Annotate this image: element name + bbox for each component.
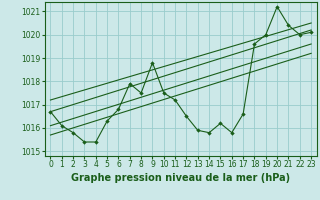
- Point: [71, 131, 76, 134]
- Point: [48, 110, 53, 113]
- Point: [275, 5, 280, 8]
- Point: [161, 91, 166, 95]
- Point: [127, 82, 132, 85]
- Point: [252, 42, 257, 46]
- Point: [172, 98, 178, 102]
- Point: [229, 131, 234, 134]
- Point: [218, 122, 223, 125]
- Point: [139, 91, 144, 95]
- Point: [116, 108, 121, 111]
- Point: [150, 61, 155, 64]
- X-axis label: Graphe pression niveau de la mer (hPa): Graphe pression niveau de la mer (hPa): [71, 173, 290, 183]
- Point: [297, 33, 302, 36]
- Point: [59, 124, 64, 127]
- Point: [207, 131, 212, 134]
- Point: [195, 129, 200, 132]
- Point: [241, 112, 246, 116]
- Point: [93, 140, 98, 144]
- Point: [286, 24, 291, 27]
- Point: [184, 115, 189, 118]
- Point: [82, 140, 87, 144]
- Point: [308, 31, 314, 34]
- Point: [105, 119, 110, 123]
- Point: [263, 33, 268, 36]
